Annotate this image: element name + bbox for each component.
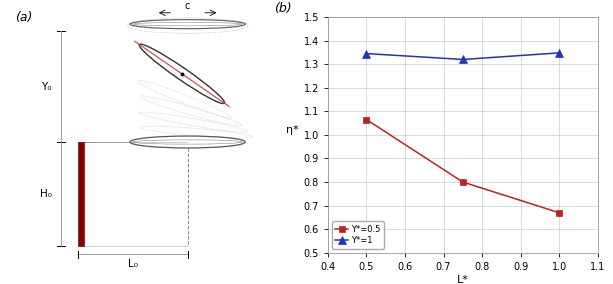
Text: H₀: H₀	[40, 189, 53, 199]
Bar	[78, 142, 85, 246]
Line: Y*=0.5: Y*=0.5	[364, 116, 562, 216]
Text: c: c	[185, 1, 190, 11]
Y-axis label: η*: η*	[286, 125, 299, 135]
Line: Y*=1: Y*=1	[363, 49, 563, 63]
Y*=1	[555, 51, 563, 55]
Text: (b): (b)	[274, 2, 292, 15]
Y*=0.5	[555, 211, 563, 214]
Text: L₀: L₀	[128, 259, 138, 269]
Text: (a): (a)	[15, 11, 32, 24]
Text: Y₀: Y₀	[41, 82, 51, 92]
Legend: Y*=0.5, Y*=1: Y*=0.5, Y*=1	[332, 222, 384, 248]
Y*=0.5	[363, 118, 370, 121]
Y*=1	[459, 58, 466, 61]
Y*=1	[363, 52, 370, 55]
X-axis label: L*: L*	[457, 275, 469, 284]
Y*=0.5	[459, 180, 466, 184]
